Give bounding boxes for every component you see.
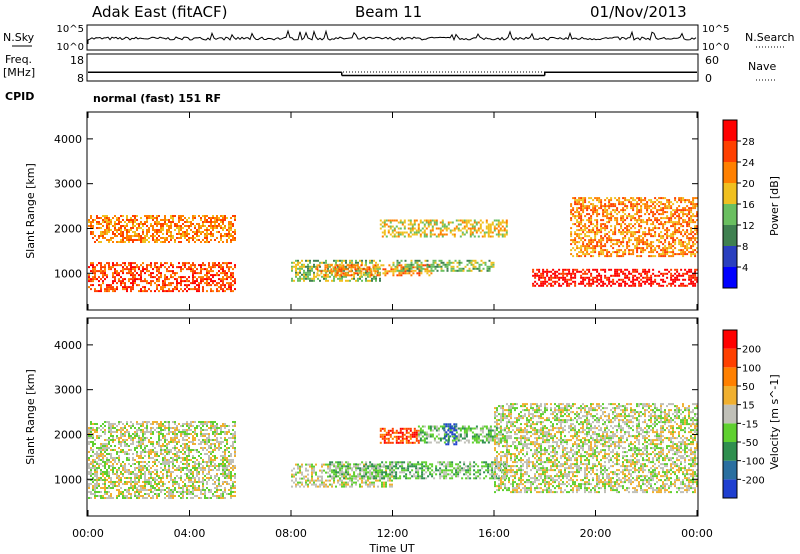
power-y-axis: 1000 2000 3000 4000 (54, 133, 698, 280)
power-colorbar-label: Power [dB] (768, 176, 781, 236)
y-tick-label: 1000 (54, 473, 82, 486)
heatmap-band-4 (379, 219, 508, 238)
colorbar-segment (723, 183, 737, 204)
heatmap-band-2 (329, 461, 508, 480)
heatmap-band-3 (379, 427, 420, 444)
colorbar-tick-label: 200 (742, 345, 761, 356)
colorbar-segment (723, 267, 737, 288)
y-tick-label: 2000 (54, 428, 82, 441)
heatmap-band-1 (88, 215, 236, 243)
y-tick-label: 4000 (54, 339, 82, 352)
colorbar-segment (723, 225, 737, 246)
y-tick-label: 2000 (54, 222, 82, 235)
colorbar-segment (723, 404, 737, 424)
n-search-label: N.Search (745, 31, 795, 44)
velocity-y-label: Slant Range [km] (24, 369, 37, 465)
y-tick-label: 1000 (54, 267, 82, 280)
colorbar-tick-label: 8 (742, 242, 748, 253)
power-colorbar: 28 24 20 16 12 8 4 (722, 119, 755, 289)
heatmap-band-0 (88, 421, 236, 499)
x-tick-label: 00:00 (681, 527, 713, 540)
colorbar-tick-label: -200 (742, 475, 765, 486)
colorbar-tick-label: 50 (742, 382, 755, 393)
freq-unit-label: [MHz] (3, 66, 35, 79)
nave-bottom-tick: 0 (705, 72, 712, 85)
velocity-y-axis: 1000 2000 3000 4000 (54, 339, 698, 486)
nave-label: Nave (748, 60, 776, 73)
x-axis-title: Time UT (368, 542, 414, 554)
heatmap-band-6 (532, 268, 699, 287)
velocity-heatmap (88, 403, 698, 499)
colorbar-tick-label: -50 (742, 438, 758, 449)
heatmap-band-6 (494, 403, 698, 494)
freq-bottom-tick: 8 (77, 72, 84, 85)
cpid-text: normal (fast) 151 RF (93, 92, 221, 105)
heatmap-band-1 (291, 463, 393, 488)
frequency-trace (88, 71, 697, 77)
colorbar-segment (723, 460, 737, 480)
colorbar-segment (723, 423, 737, 442)
colorbar-segment (723, 162, 737, 183)
colorbar-tick-label: 15 (742, 401, 755, 412)
site-title: Adak East (fitACF) (92, 3, 227, 21)
heatmap-band-7 (570, 197, 699, 258)
colorbar-segment (723, 348, 737, 368)
colorbar-segment (723, 330, 737, 349)
y-tick-label: 4000 (54, 133, 82, 146)
beam-title: Beam 11 (355, 3, 422, 21)
colorbar-segment (723, 367, 737, 386)
colorbar-tick-label: 20 (742, 179, 755, 190)
colorbar-segment (723, 479, 737, 498)
colorbar-tick-label: 4 (742, 263, 748, 274)
velocity-colorbar: 200 100 50 15 -15 -50 -100 -200 (722, 329, 765, 499)
colorbar-tick-label: 100 (742, 363, 761, 374)
x-tick-label: 04:00 (174, 527, 206, 540)
colorbar-segment (723, 204, 737, 225)
x-tick-label: 16:00 (478, 527, 510, 540)
x-tick-label: 20:00 (580, 527, 612, 540)
colorbar-segment (723, 141, 737, 162)
power-heatmap (88, 197, 699, 293)
x-tick-label: 08:00 (275, 527, 307, 540)
n-sky-label: N.Sky (3, 31, 35, 44)
colorbar-tick-label: 16 (742, 200, 755, 211)
x-tick-label: 00:00 (72, 527, 104, 540)
colorbar-tick-label: -100 (742, 457, 765, 468)
freq-top-tick: 18 (70, 54, 84, 67)
colorbar-tick-label: 28 (742, 137, 755, 148)
search-bottom-tick: 10^0 (702, 42, 729, 53)
colorbar-segment (723, 386, 737, 405)
velocity-colorbar-label: Velocity [m s^-1] (768, 374, 781, 469)
power-y-label: Slant Range [km] (24, 163, 37, 259)
sky-top-tick: 10^5 (57, 24, 84, 35)
colorbar-tick-label: -15 (742, 419, 758, 430)
sky-noise-trace (87, 29, 697, 44)
freq-panel-frame (86, 53, 699, 82)
time-axis: 00:00 04:00 08:00 12:00 16:00 20:00 00:00 (72, 112, 713, 540)
heatmap-band-5 (392, 259, 495, 272)
search-top-tick: 10^5 (702, 24, 729, 35)
colorbar-segment (723, 442, 737, 461)
y-tick-label: 3000 (54, 384, 82, 397)
sky-panel-frame (86, 24, 699, 51)
x-tick-label: 12:00 (377, 527, 409, 540)
colorbar-segment (723, 120, 737, 141)
colorbar-tick-label: 24 (742, 158, 755, 169)
date-title: 01/Nov/2013 (590, 3, 687, 21)
heatmap-band-5 (443, 423, 458, 446)
y-tick-label: 3000 (54, 178, 82, 191)
nave-top-tick: 60 (705, 54, 719, 67)
freq-label: Freq. (5, 53, 32, 66)
colorbar-segment (723, 246, 737, 267)
sky-bottom-tick: 10^0 (57, 42, 84, 53)
heatmap-band-0 (88, 262, 236, 293)
cpid-label: CPID (5, 90, 34, 103)
colorbar-tick-label: 12 (742, 221, 755, 232)
